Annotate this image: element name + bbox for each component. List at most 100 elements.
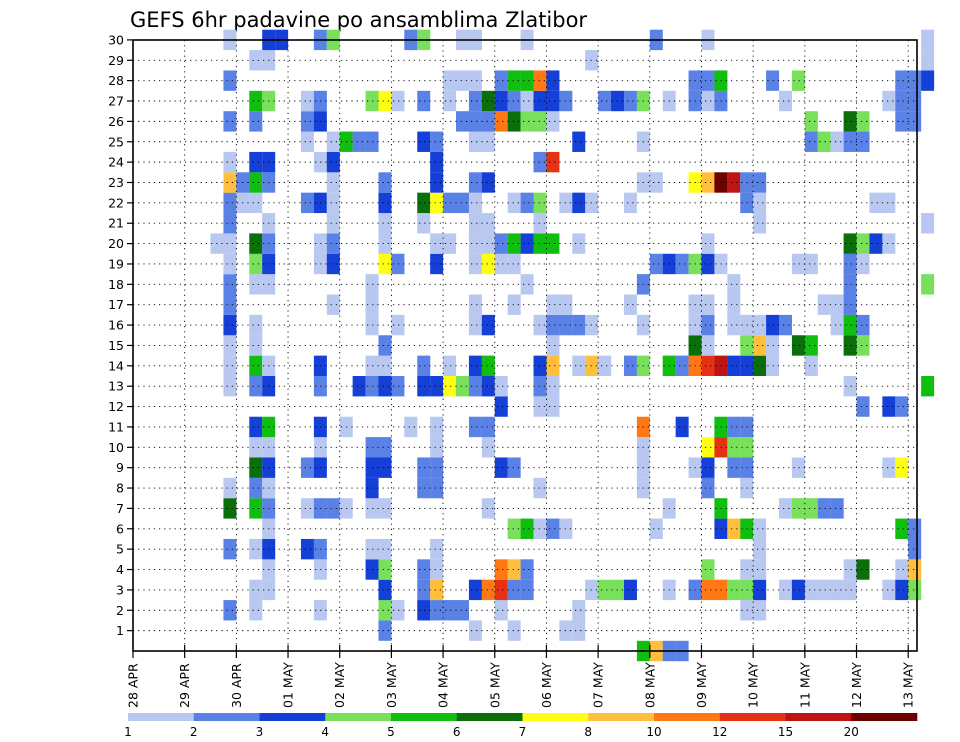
x-tick-label: 28 APR <box>126 663 141 708</box>
heatmap-cell <box>895 70 909 91</box>
heatmap-cell <box>546 111 560 132</box>
heatmap-cell <box>533 375 547 397</box>
heatmap-cell <box>533 70 547 91</box>
heatmap-cell <box>430 559 444 580</box>
colorbar-swatch <box>654 713 721 721</box>
heatmap-cell <box>856 396 870 417</box>
heatmap-cell <box>378 375 392 397</box>
heatmap-cell <box>365 498 379 519</box>
heatmap-cell <box>791 253 805 275</box>
heatmap-cell <box>856 335 870 356</box>
heatmap-cell <box>365 538 379 560</box>
x-tick-label: 01 MAY <box>281 662 296 708</box>
colorbar-label: 4 <box>321 725 329 739</box>
x-tick-label: 13 MAY <box>901 662 916 708</box>
heatmap-cell <box>520 233 534 254</box>
heatmap-cell <box>468 131 482 152</box>
heatmap-cell <box>468 213 482 234</box>
heatmap-cell <box>817 294 831 315</box>
heatmap-cell <box>249 233 263 254</box>
heatmap-cell <box>843 559 857 580</box>
heatmap-cell <box>830 314 844 336</box>
heatmap-cell <box>882 192 896 214</box>
heatmap-cell <box>908 538 922 560</box>
heatmap-cell <box>843 233 857 254</box>
heatmap-cell <box>391 375 405 397</box>
heatmap-cell <box>753 335 767 356</box>
heatmap-cell <box>895 579 909 601</box>
heatmap-cell <box>456 192 469 214</box>
heatmap-cell <box>223 477 237 499</box>
grid-lines <box>133 39 917 651</box>
heatmap-cell <box>507 70 521 91</box>
x-tick-label: 10 MAY <box>746 662 761 708</box>
heatmap-cell <box>417 192 431 214</box>
heatmap-cell <box>417 579 431 601</box>
heatmap-cell <box>882 233 896 254</box>
heatmap-cell <box>559 620 573 641</box>
heatmap-cell <box>623 192 637 214</box>
heatmap-cell <box>456 600 469 621</box>
heatmap-cell <box>572 192 586 214</box>
heatmap-cell <box>494 233 508 254</box>
heatmap-cell <box>921 274 935 295</box>
heatmap-cell <box>598 579 612 601</box>
heatmap-cell <box>546 396 560 417</box>
heatmap-cell <box>326 192 340 214</box>
heatmap-cell <box>417 477 431 499</box>
y-tick-label: 18 <box>108 277 124 292</box>
heatmap-cell <box>249 579 263 601</box>
heatmap-cell <box>869 233 883 254</box>
heatmap-cell <box>378 437 392 458</box>
heatmap-cell <box>753 600 767 621</box>
heatmap-cell <box>843 253 857 275</box>
heatmap-cell <box>223 355 237 377</box>
heatmap-cell <box>378 538 392 560</box>
x-tick-label: 02 MAY <box>332 662 347 708</box>
x-tick-label: 12 MAY <box>849 662 864 708</box>
heatmap-cell <box>443 355 457 377</box>
heatmap-cell <box>430 192 444 214</box>
heatmap-cell <box>430 151 444 173</box>
heatmap-cell <box>895 396 909 417</box>
heatmap-cell <box>249 111 263 132</box>
y-tick-label: 27 <box>108 94 124 109</box>
heatmap-cell <box>326 213 340 234</box>
heatmap-cell <box>804 579 818 601</box>
heatmap-cell <box>533 111 547 132</box>
heatmap-cell <box>249 253 263 275</box>
colorbar: 1 2 3 4 5 6 7 8 10 12 15 20 <box>124 713 918 739</box>
heatmap-cell <box>223 294 237 315</box>
heatmap-cell <box>559 314 573 336</box>
heatmap-cell <box>533 151 547 173</box>
heatmap-cell <box>430 538 444 560</box>
heatmap-cell <box>649 518 663 539</box>
heatmap-cell <box>753 538 767 560</box>
heatmap-cell <box>223 600 237 621</box>
heatmap-cell <box>533 477 547 499</box>
heatmap-cell <box>779 314 792 336</box>
y-tick-label: 21 <box>108 216 124 231</box>
heatmap-cell <box>481 355 495 377</box>
colorbar-swatch <box>391 713 458 721</box>
heatmap-cell <box>533 518 547 539</box>
heatmap-cell <box>675 416 689 438</box>
heatmap-cell <box>378 90 392 112</box>
heatmap-cell <box>779 90 792 112</box>
heatmap-cell <box>804 131 818 152</box>
heatmap-cell <box>727 416 741 438</box>
heatmap-cell <box>856 559 870 580</box>
y-tick-label: 15 <box>108 338 124 353</box>
heatmap-cell <box>223 314 237 336</box>
heatmap-cell <box>830 131 844 152</box>
y-tick-label: 1 <box>116 623 124 638</box>
y-tick-label: 9 <box>116 460 124 475</box>
heatmap-cell <box>223 335 237 356</box>
heatmap-cell <box>494 559 508 580</box>
heatmap-cell <box>559 294 573 315</box>
x-tick-label: 04 MAY <box>436 662 451 708</box>
heatmap-cell <box>804 355 818 377</box>
heatmap-cell <box>804 253 818 275</box>
heatmap-cell <box>417 90 431 112</box>
heatmap-cell <box>804 498 818 519</box>
